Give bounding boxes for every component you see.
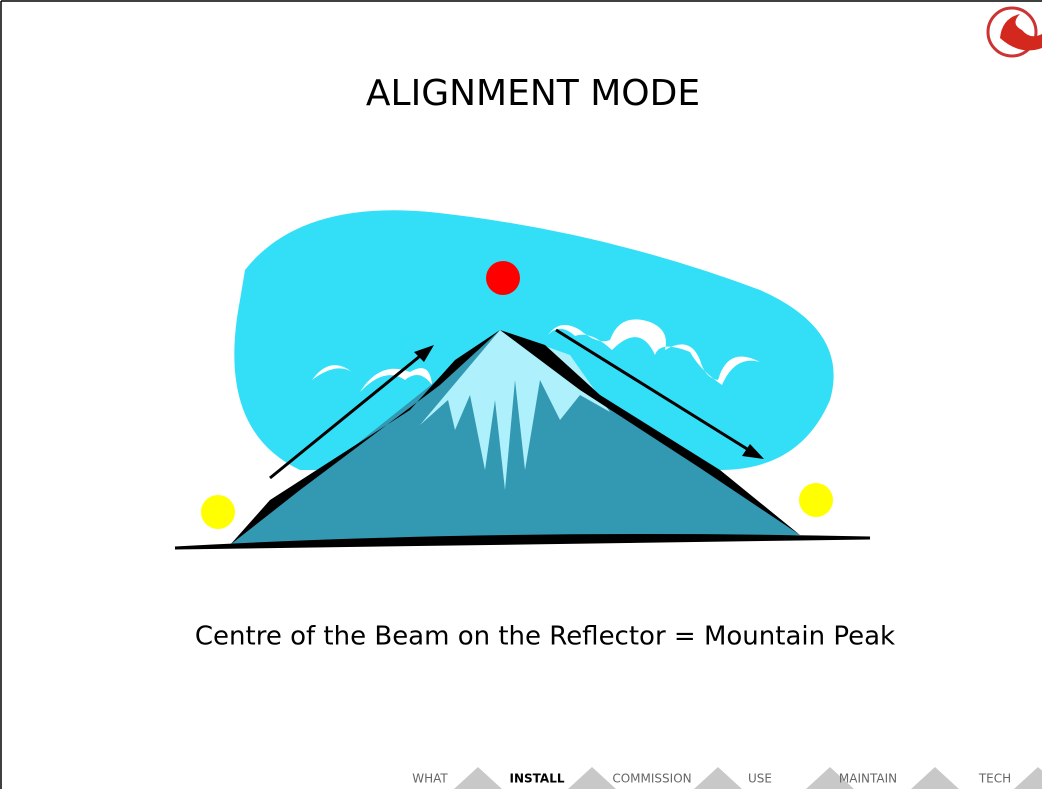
- caption: Centre of the Beam on the Reflector = Mo…: [195, 622, 895, 652]
- nav-item[interactable]: MAINTAIN: [839, 772, 897, 786]
- nav-item[interactable]: USE: [748, 772, 772, 786]
- nav-item[interactable]: WHAT: [412, 772, 448, 786]
- mountain-illustration: [175, 210, 870, 548]
- logo: [988, 8, 1042, 56]
- nav-item[interactable]: COMMISSION: [612, 772, 691, 786]
- slide: ALIGNMENT MODE Centre of the Beam on the…: [0, 0, 1042, 789]
- nav-item[interactable]: INSTALL: [510, 772, 565, 786]
- slide-canvas: ALIGNMENT MODE Centre of the Beam on the…: [0, 0, 1042, 789]
- nav-item[interactable]: TECH: [978, 772, 1011, 786]
- slide-title: ALIGNMENT MODE: [366, 73, 700, 114]
